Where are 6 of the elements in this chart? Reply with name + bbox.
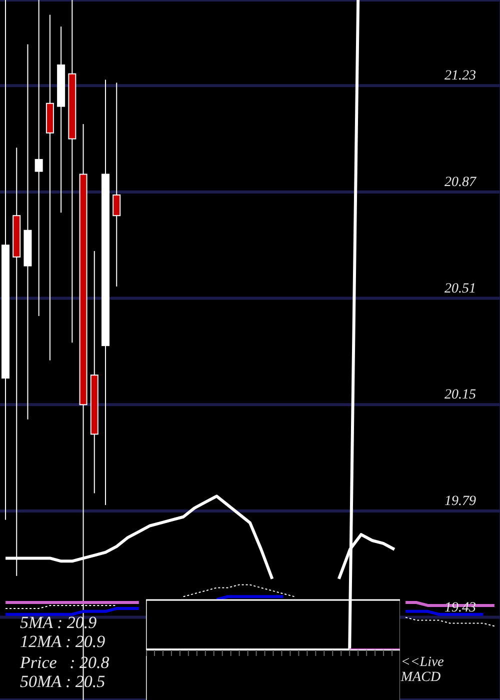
annotation: <<Live MACD (400, 655, 445, 686)
y-tick-label: 20.87 (444, 174, 477, 190)
y-tick-label: 20.15 (444, 388, 476, 403)
y-tick-label: 19.79 (444, 494, 476, 509)
y-tick-label: 21.23 (444, 68, 476, 84)
y-tick-label: 20.51 (444, 281, 476, 296)
